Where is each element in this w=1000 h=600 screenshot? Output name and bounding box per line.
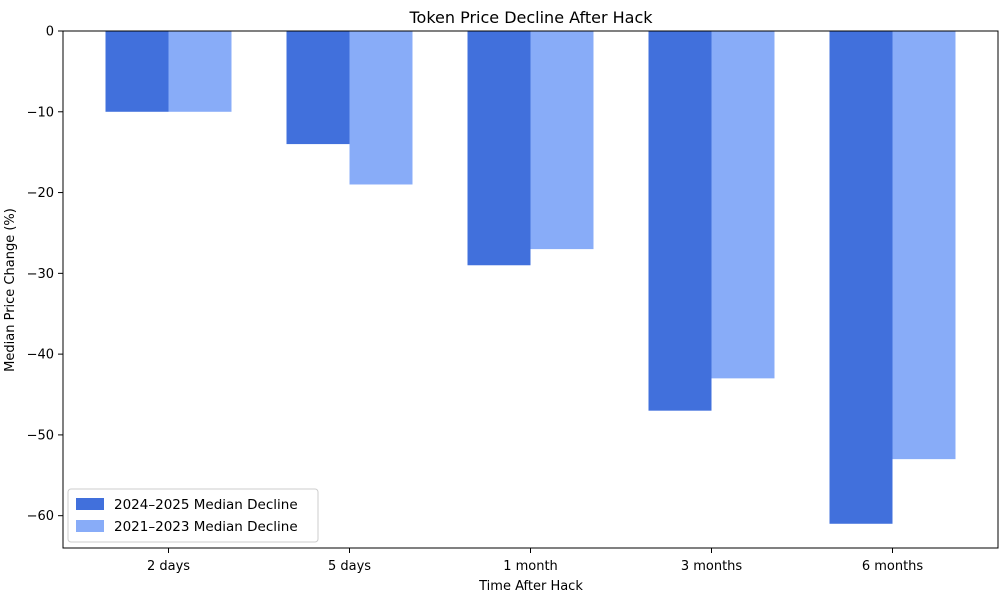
bar-series-2-1-month <box>530 31 594 250</box>
bar-series-2-6-months <box>892 31 956 460</box>
y-tick-label: 0 <box>46 25 54 40</box>
y-tick-label: −60 <box>27 509 54 524</box>
bar-series-1-5-days <box>286 31 350 145</box>
bar-series-2-2-days <box>168 31 232 112</box>
y-tick-label: −10 <box>27 105 54 120</box>
y-axis: 0 −10 −20 −30 −40 −50 −60 <box>27 25 63 524</box>
bar-series-1-1-month <box>467 31 531 266</box>
y-tick-label: −40 <box>27 348 54 363</box>
y-axis-label: Median Price Change (%) <box>3 208 18 372</box>
x-tick-label: 6 months <box>862 559 924 574</box>
bar-series-1-2-days <box>105 31 169 112</box>
y-tick-label: −30 <box>27 267 54 282</box>
y-tick-label: −20 <box>27 186 54 201</box>
x-tick-label: 3 months <box>681 559 743 574</box>
bar-series-2-5-days <box>349 31 413 185</box>
legend-swatch-series-2 <box>76 520 104 532</box>
y-tick-label: −50 <box>27 428 54 443</box>
x-tick-label: 5 days <box>328 559 371 574</box>
bar-series-1-6-months <box>829 31 893 524</box>
bar-series-1-3-months <box>648 31 712 411</box>
x-axis: 2 days 5 days 1 month 3 months 6 months <box>147 548 923 574</box>
legend-label-series-2: 2021–2023 Median Decline <box>114 519 298 535</box>
chart-title: Token Price Decline After Hack <box>408 8 653 27</box>
legend: 2024–2025 Median Decline 2021–2023 Media… <box>67 488 319 543</box>
x-axis-label: Time After Hack <box>478 579 583 594</box>
bars-group <box>105 31 956 524</box>
legend-swatch-series-1 <box>76 498 104 510</box>
x-tick-label: 1 month <box>503 559 558 574</box>
x-tick-label: 2 days <box>147 559 190 574</box>
legend-box <box>67 488 319 543</box>
bar-series-2-3-months <box>711 31 775 379</box>
legend-label-series-1: 2024–2025 Median Decline <box>114 497 298 513</box>
